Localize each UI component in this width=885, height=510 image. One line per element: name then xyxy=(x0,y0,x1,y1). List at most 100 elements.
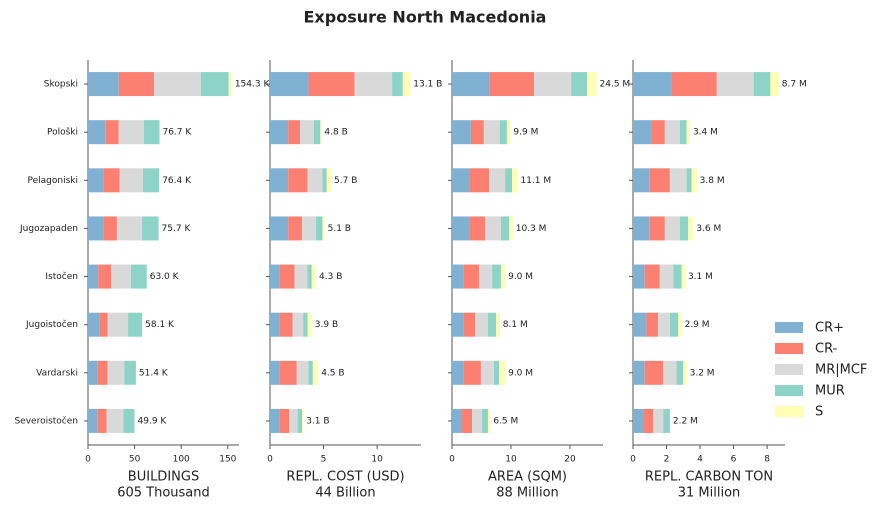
bar-segment xyxy=(633,120,652,145)
bar-segment xyxy=(311,264,317,289)
bar-segment xyxy=(289,408,298,433)
bar-segment xyxy=(653,408,664,433)
bar-segment xyxy=(644,360,664,385)
bar-segment xyxy=(88,72,119,97)
x-tick-label: 5 xyxy=(321,455,327,465)
bar-segment xyxy=(316,216,323,241)
x-tick-label: 6 xyxy=(731,455,737,465)
bar-segment xyxy=(487,408,491,433)
x-axis-label: REPL. COST (USD) xyxy=(286,470,404,485)
bar-segment xyxy=(452,264,464,289)
bar-segment xyxy=(270,120,289,145)
bar-segment xyxy=(402,72,411,97)
bar-segment xyxy=(676,360,684,385)
x-tick-label: 150 xyxy=(219,455,236,465)
bar-segment xyxy=(88,264,99,289)
bar-segment xyxy=(130,264,147,289)
bar-segment xyxy=(681,264,685,289)
legend-label: MR|MCF xyxy=(815,363,867,378)
y-tick-label: Skopski xyxy=(44,80,78,90)
bar-segment xyxy=(124,360,136,385)
bar-segment xyxy=(302,408,304,433)
bar-segment xyxy=(308,360,313,385)
total-label: 9.9 M xyxy=(513,128,538,138)
bar-segment xyxy=(270,168,289,193)
bar-segment xyxy=(88,360,98,385)
total-label: 8.1 M xyxy=(503,320,528,330)
bar-segment xyxy=(469,216,486,241)
bar-segment xyxy=(686,168,692,193)
total-label: 51.4 K xyxy=(139,368,169,378)
bar-segment xyxy=(691,168,697,193)
bar-segment xyxy=(107,360,125,385)
bar-segment xyxy=(322,216,325,241)
bar-segment xyxy=(308,72,355,97)
bar-segment xyxy=(669,168,687,193)
total-label: 10.3 M xyxy=(516,224,547,234)
bar-segment xyxy=(505,168,513,193)
x-tick-label: 0 xyxy=(85,455,91,465)
x-axis-label: REPL. CARBON TON xyxy=(645,470,773,485)
legend-label: S xyxy=(815,405,823,420)
bar-segment xyxy=(649,168,670,193)
bar-segment xyxy=(313,120,321,145)
total-label: 4.3 B xyxy=(319,272,342,282)
total-label: 8.7 M xyxy=(782,80,807,90)
total-label: 3.1 B xyxy=(306,416,329,426)
bar-segment xyxy=(452,168,470,193)
bar-segment xyxy=(279,360,297,385)
total-label: 3.9 B xyxy=(315,320,338,330)
bar-segment xyxy=(658,312,670,337)
bar-segment xyxy=(643,408,654,433)
total-label: 63.0 K xyxy=(150,272,180,282)
bar-segment xyxy=(644,264,660,289)
bar-segment xyxy=(470,120,484,145)
total-label: 2.9 M xyxy=(685,320,710,330)
x-tick-label: 50 xyxy=(129,455,141,465)
bar-segment xyxy=(99,312,108,337)
bar-segment xyxy=(770,72,779,97)
bar-segment xyxy=(472,408,483,433)
bar-segment xyxy=(663,408,670,433)
bar-segment xyxy=(659,264,674,289)
bar-segment xyxy=(97,408,107,433)
bar-segment xyxy=(633,408,644,433)
bar-segment xyxy=(143,120,160,145)
bar-segment xyxy=(103,168,120,193)
x-axis-total: 31 Million xyxy=(678,486,741,501)
bar-segment xyxy=(97,360,108,385)
total-label: 4.8 B xyxy=(324,128,347,138)
bar-segment xyxy=(480,360,494,385)
total-label: 5.7 B xyxy=(334,176,357,186)
bar-segment xyxy=(479,264,493,289)
total-label: 5.1 B xyxy=(328,224,351,234)
bar-segment xyxy=(88,168,104,193)
total-label: 2.2 M xyxy=(673,416,698,426)
legend-swatch xyxy=(775,385,803,396)
chart-title: Exposure North Macedonia xyxy=(304,8,547,27)
bar-segment xyxy=(303,312,308,337)
bar-segment xyxy=(312,360,319,385)
y-tick-label: Istočen xyxy=(45,271,78,282)
total-label: 154.3 K xyxy=(235,80,271,90)
total-label: 76.4 K xyxy=(162,176,192,186)
bar-segment xyxy=(88,312,100,337)
x-tick-label: 0 xyxy=(267,455,273,465)
bar-segment xyxy=(288,120,300,145)
y-tick-label: Pelagoniski xyxy=(28,176,78,186)
bar-segment xyxy=(587,72,597,97)
bar-segment xyxy=(571,72,588,97)
bar-segment xyxy=(326,168,332,193)
bar-segment xyxy=(452,216,470,241)
bar-segment xyxy=(88,408,98,433)
bar-segment xyxy=(354,72,393,97)
bar-segment xyxy=(307,312,312,337)
total-label: 9.0 M xyxy=(508,272,533,282)
bar-segment xyxy=(633,312,647,337)
bar-segment xyxy=(688,216,694,241)
bar-segment xyxy=(664,120,680,145)
bar-segment xyxy=(651,120,665,145)
x-tick-label: 0 xyxy=(630,455,636,465)
bar-segment xyxy=(111,264,131,289)
bar-segment xyxy=(322,168,327,193)
